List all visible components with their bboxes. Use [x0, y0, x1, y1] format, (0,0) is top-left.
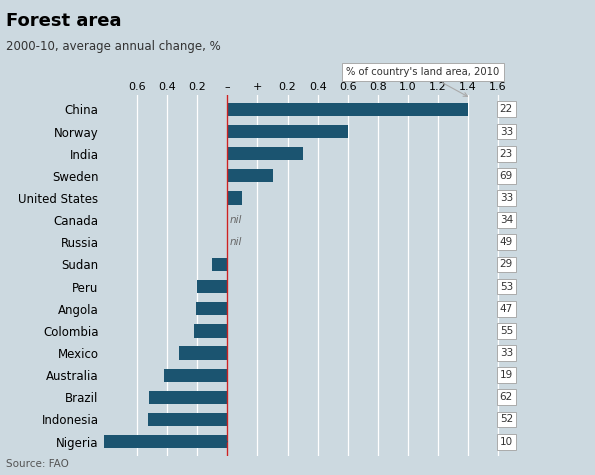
Bar: [198, 280, 227, 293]
Text: 69: 69: [500, 171, 513, 181]
Text: 52: 52: [500, 415, 513, 425]
Text: 23: 23: [500, 149, 513, 159]
Bar: [195, 324, 227, 338]
Bar: [212, 258, 227, 271]
Text: 55: 55: [500, 326, 513, 336]
Text: Source: FAO: Source: FAO: [6, 459, 69, 469]
Text: nil: nil: [230, 215, 242, 225]
Text: 47: 47: [500, 304, 513, 314]
Text: 19: 19: [500, 370, 513, 380]
Bar: [227, 191, 242, 205]
Text: 33: 33: [500, 193, 513, 203]
Bar: [196, 302, 227, 315]
Bar: [227, 125, 347, 138]
Bar: [164, 369, 227, 382]
Bar: [227, 103, 468, 116]
Bar: [227, 169, 273, 182]
Text: 2000-10, average annual change, %: 2000-10, average annual change, %: [6, 40, 221, 53]
Text: 49: 49: [500, 238, 513, 247]
Bar: [148, 413, 227, 426]
Bar: [179, 346, 227, 360]
Text: % of country's land area, 2010: % of country's land area, 2010: [346, 67, 500, 96]
Text: 62: 62: [500, 392, 513, 402]
Polygon shape: [214, 437, 227, 446]
Bar: [227, 147, 303, 161]
Text: 33: 33: [500, 348, 513, 358]
Text: 53: 53: [500, 282, 513, 292]
Bar: [149, 390, 227, 404]
Text: 29: 29: [500, 259, 513, 269]
Text: Forest area: Forest area: [6, 12, 121, 30]
Text: 33: 33: [500, 126, 513, 136]
Text: 10: 10: [500, 437, 513, 446]
Text: nil: nil: [230, 238, 242, 247]
Text: 34: 34: [500, 215, 513, 225]
Bar: [0, 435, 227, 448]
Text: 22: 22: [500, 104, 513, 114]
